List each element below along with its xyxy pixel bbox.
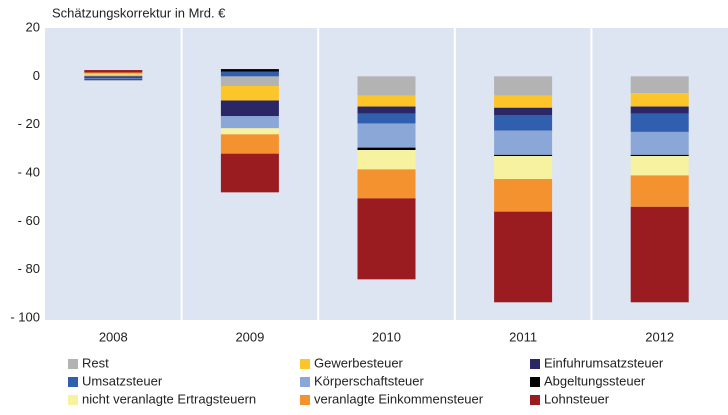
legend-label: Abgeltungssteuer [544,373,646,388]
legend-label: Rest [82,355,109,370]
bar-segment [84,75,143,77]
bar-segment [357,150,416,170]
bar-segment [494,130,553,155]
bar-segment [357,76,416,96]
bar-segment [84,74,143,76]
y-tick-label: - 20 [18,116,40,131]
bar-segment [84,72,143,74]
bar-segment [84,76,143,78]
bar-segment [220,86,279,101]
x-tick-label: 2011 [509,329,537,344]
legend-label: Lohnsteuer [544,391,610,406]
x-tick-label: 2009 [235,329,264,344]
bar-segment [220,153,279,193]
bar-segment [220,128,279,135]
bar-segment [220,69,279,72]
bar-segment [630,106,689,114]
bar-segment [220,100,279,117]
bar-segment [630,113,689,132]
bar-segment [84,78,143,80]
y-tick-label: - 100 [10,309,40,324]
y-tick-label: - 80 [18,261,40,276]
bar-segment [494,211,553,303]
legend-label: nicht veranlagte Ertragsteuern [82,391,256,406]
y-tick-label: 20 [26,19,40,34]
y-tick-label: - 60 [18,213,40,228]
bar-segment [630,131,689,155]
bar-segment [357,198,416,280]
legend-label: Umsatzsteuer [82,373,163,388]
bar-segment [494,76,553,96]
bar-segment [630,93,689,107]
legend-swatch [68,377,78,387]
bar-segment [630,175,689,207]
bar-segment [630,206,689,303]
bar-segment [494,95,553,108]
x-tick-label: 2010 [372,329,401,344]
legend-label: Körperschaftsteuer [314,373,425,388]
x-tick-label: 2008 [99,329,128,344]
chart-title: Schätzungskorrektur in Mrd. € [52,5,226,20]
bar-segment [357,106,416,114]
y-tick-label: 0 [33,68,40,83]
bar-segment [494,115,553,131]
legend-swatch [68,359,78,369]
bar-segment [357,123,416,148]
legend-swatch [68,395,78,405]
legend-label: Einfuhrumsatzsteuer [544,355,664,370]
bar-segment [494,154,553,157]
bar-segment [494,156,553,180]
bar-segment [84,70,143,73]
legend-label: veranlagte Einkommensteuer [314,391,484,406]
bar-segment [357,113,416,124]
bar-segment [220,134,279,154]
bar-segment [630,154,689,157]
legend-swatch [530,377,540,387]
bar-segment [494,179,553,212]
legend-swatch [300,359,310,369]
bar-segment [357,147,416,151]
bar-segment [494,107,553,115]
bar-segment [84,79,143,81]
legend-swatch [300,395,310,405]
bar-segment [630,156,689,176]
bar-segment [357,95,416,107]
legend-swatch [530,359,540,369]
bar-segment [630,76,689,94]
x-tick-label: 2012 [645,329,674,344]
legend-swatch [530,395,540,405]
y-tick-label: - 40 [18,164,40,179]
bar-segment [84,77,143,79]
legend-swatch [300,377,310,387]
bar-segment [220,71,279,77]
legend-label: Gewerbesteuer [314,355,404,370]
bar-segment [357,169,416,199]
bar-segment [220,116,279,129]
bar-segment [220,76,279,86]
bar-segment [84,73,143,75]
